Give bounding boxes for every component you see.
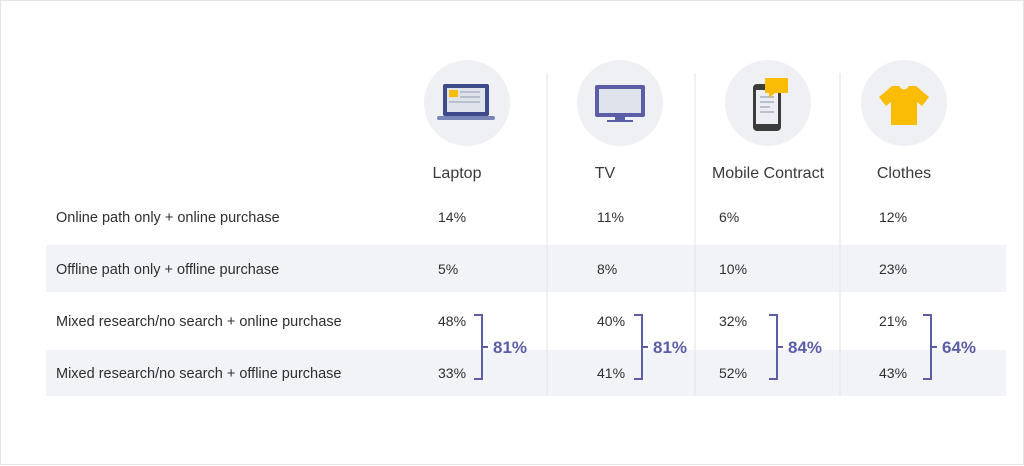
row-label: Offline path only + offline purchase: [56, 262, 279, 278]
row-label: Mixed research/no search + offline purch…: [56, 366, 341, 382]
table-cell: 12%: [879, 209, 907, 225]
table-cell: 10%: [719, 261, 747, 277]
bracket-icon: [474, 314, 488, 380]
table-cell: 5%: [438, 261, 458, 277]
mixed-total-label: 84%: [788, 338, 822, 357]
column-header-mobile-contract: Mobile Contract: [712, 165, 825, 182]
column-header-clothes: Clothes: [877, 165, 931, 182]
mixed-total-group: 64%: [923, 314, 976, 380]
mixed-total-label: 64%: [942, 338, 976, 357]
table-cell: 23%: [879, 261, 907, 277]
table-cell: 6%: [719, 209, 739, 225]
mixed-total-label: 81%: [493, 338, 527, 357]
mobile-contract-icon: [753, 78, 788, 131]
bracket-icon: [923, 314, 937, 380]
mixed-total-group: 81%: [474, 314, 527, 380]
table-cell: 48%: [438, 313, 466, 329]
table-cell: 52%: [719, 365, 747, 381]
row-label: Mixed research/no search + online purcha…: [56, 314, 342, 330]
table-cell: 33%: [438, 365, 466, 381]
clothes-icon: [879, 86, 929, 125]
row-stripe: [46, 350, 1006, 396]
tv-icon: [595, 85, 645, 122]
column-header-tv: TV: [595, 165, 616, 182]
table-cell: 32%: [719, 313, 747, 329]
laptop-icon: [437, 84, 495, 120]
row-label: Online path only + online purchase: [56, 210, 280, 226]
bracket-icon: [634, 314, 648, 380]
table-cell: 8%: [597, 261, 617, 277]
table-cell: 21%: [879, 313, 907, 329]
table-cell: 41%: [597, 365, 625, 381]
mixed-total-group: 84%: [769, 314, 822, 380]
table-cell: 14%: [438, 209, 466, 225]
column-header-laptop: Laptop: [433, 165, 482, 182]
table-cell: 11%: [597, 209, 624, 225]
row-stripe: [46, 245, 1006, 292]
table-cell: 40%: [597, 313, 625, 329]
mixed-total-label: 81%: [653, 338, 687, 357]
bracket-icon: [769, 314, 783, 380]
table-cell: 43%: [879, 365, 907, 381]
mixed-total-group: 81%: [634, 314, 687, 380]
